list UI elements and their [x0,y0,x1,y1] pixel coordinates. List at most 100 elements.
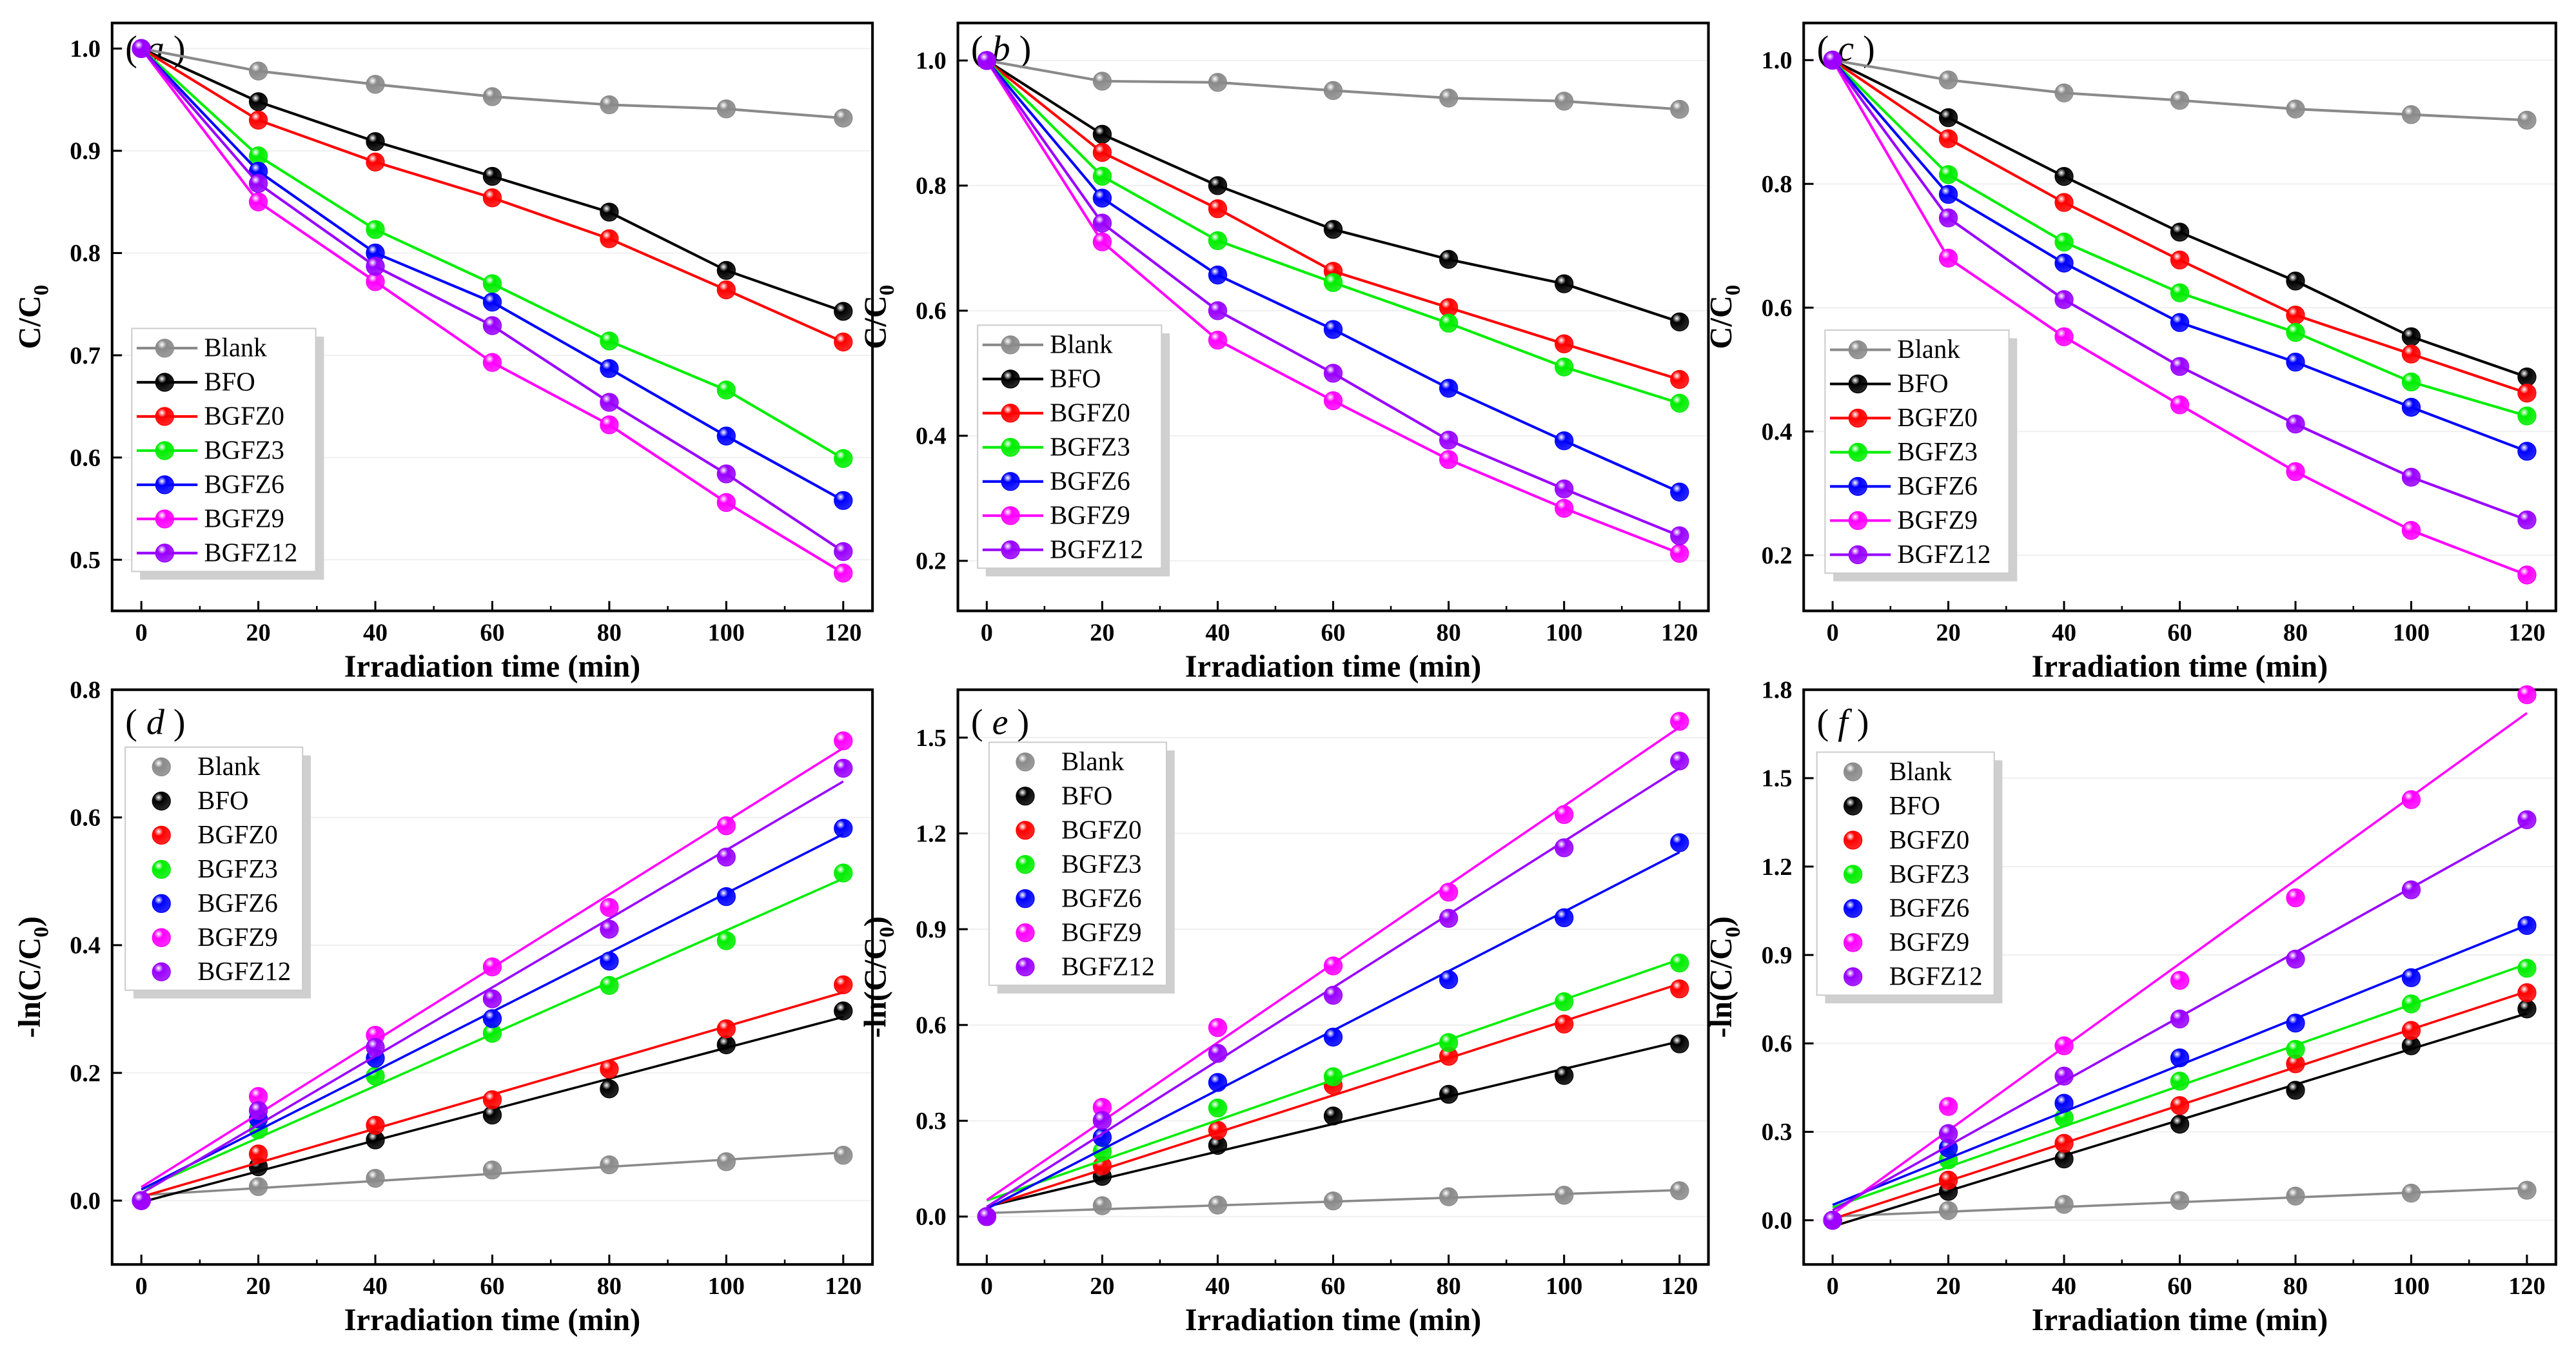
series-line [141,47,843,120]
legend-label: BGFZ0 [1050,398,1130,427]
legend-entry: BGFZ3 [137,436,284,465]
legend-entry: BGFZ0 [1830,403,1978,432]
data-point [716,426,736,446]
data-point [1823,50,1842,70]
data-point [482,292,502,312]
data-point [1555,992,1574,1012]
data-point [1439,1033,1459,1052]
series-BGFZ9 [1823,50,2537,585]
legend-entry: BGFZ9 [1844,928,1970,957]
panel-label-close: ) [1854,29,1875,69]
legend-marker [1844,865,1863,884]
y-tick-label: 1.2 [1762,854,1793,881]
data-point [1208,1044,1228,1063]
data-point [1555,498,1574,518]
data-point [482,957,502,977]
y-tick-label: 0.5 [70,547,101,574]
x-tick-label: 40 [363,1273,388,1300]
y-axis-title: C/C0 [13,285,54,349]
legend-marker [1001,472,1020,491]
y-tick-label: 0.0 [916,1204,947,1231]
data-point [482,316,502,335]
data-point [1439,883,1459,902]
data-point [834,449,853,468]
legend-marker [1844,967,1863,986]
data-point [1208,1073,1228,1092]
data-point [834,332,853,352]
data-point [366,1168,385,1188]
y-tick-label: 0.4 [916,423,947,450]
legend-entry: BGFZ6 [1830,471,1978,500]
legend-label: BFO [1061,781,1112,810]
data-point [2054,1036,2074,1055]
data-point [248,92,268,112]
legend-label: BGFZ6 [1061,883,1142,912]
panel-label-open: ( [1817,703,1838,743]
legend-label: BGFZ0 [197,820,278,849]
data-point [1323,364,1343,383]
y-axis-title-main: C/C [1704,295,1738,349]
y-tick-label: 0.9 [1762,942,1793,969]
data-point [1938,1097,1958,1116]
y-tick-label: 0.9 [70,138,101,165]
data-point [1555,431,1574,451]
data-point [482,353,502,372]
y-tick-label: 1.8 [1762,676,1793,703]
y-axis-title-end: ) [858,916,892,927]
data-point [2401,327,2421,346]
data-point [1439,970,1459,990]
data-point [1938,208,1958,228]
x-axis-title: Irradiation time (min) [344,649,641,683]
y-axis-title-end: ) [13,916,47,927]
data-point [977,51,996,70]
data-point [248,110,268,130]
legend-marker [152,757,171,777]
legend-label: BGFZ9 [1050,500,1130,529]
legend-label: BGFZ9 [1061,917,1142,946]
y-axis-title: C/C0 [858,285,899,349]
data-point [1439,431,1459,450]
legend-label: Blank [197,752,261,781]
data-point [248,1101,268,1121]
series-BGFZ12 [132,39,853,562]
legend: Blank BFO BGFZ0 BGFZ3 BGFZ6 BGFZ9 BGFZ12 [131,328,324,580]
data-point [2401,372,2421,391]
y-axis-title-main: C/C [858,295,892,349]
x-tick-label: 120 [825,619,861,646]
legend-entry: BGFZ12 [1016,952,1155,981]
data-point [1092,213,1112,233]
x-tick-label: 100 [2393,1273,2430,1300]
data-point [1208,265,1228,285]
data-point [834,1146,853,1165]
x-axis-title: Irradiation time (min) [1185,649,1481,683]
series-BFO [977,1034,1689,1226]
x-tick-label: 80 [597,619,622,646]
legend-marker [1848,545,1867,565]
legend-marker [1016,821,1035,840]
y-tick-label: 0.0 [1762,1207,1793,1234]
data-point [1670,954,1689,973]
legend-label: BGFZ6 [204,470,284,499]
legend-label: BGFZ9 [1889,928,1970,957]
data-point [834,542,853,562]
data-point [1439,250,1459,269]
legend-entry: BGFZ6 [1844,894,1969,923]
legend-label: BGFZ6 [1897,471,1978,500]
data-point [600,897,619,917]
legend-entry: BGFZ9 [137,504,284,533]
legend-entry: BFO [137,368,255,397]
fit-line [986,983,1680,1208]
data-point [2517,383,2537,403]
data-point [834,975,853,994]
x-tick-label: 120 [1661,619,1698,646]
legend-marker [155,509,175,529]
data-point [834,863,853,883]
data-point [2517,510,2537,530]
x-tick-label: 0 [135,1273,148,1300]
data-point [2517,110,2537,130]
data-point [2170,395,2190,415]
data-point [132,39,151,58]
legend-marker [1016,787,1035,806]
y-tick-label: 0.6 [1762,1030,1793,1057]
data-point [1670,833,1689,852]
